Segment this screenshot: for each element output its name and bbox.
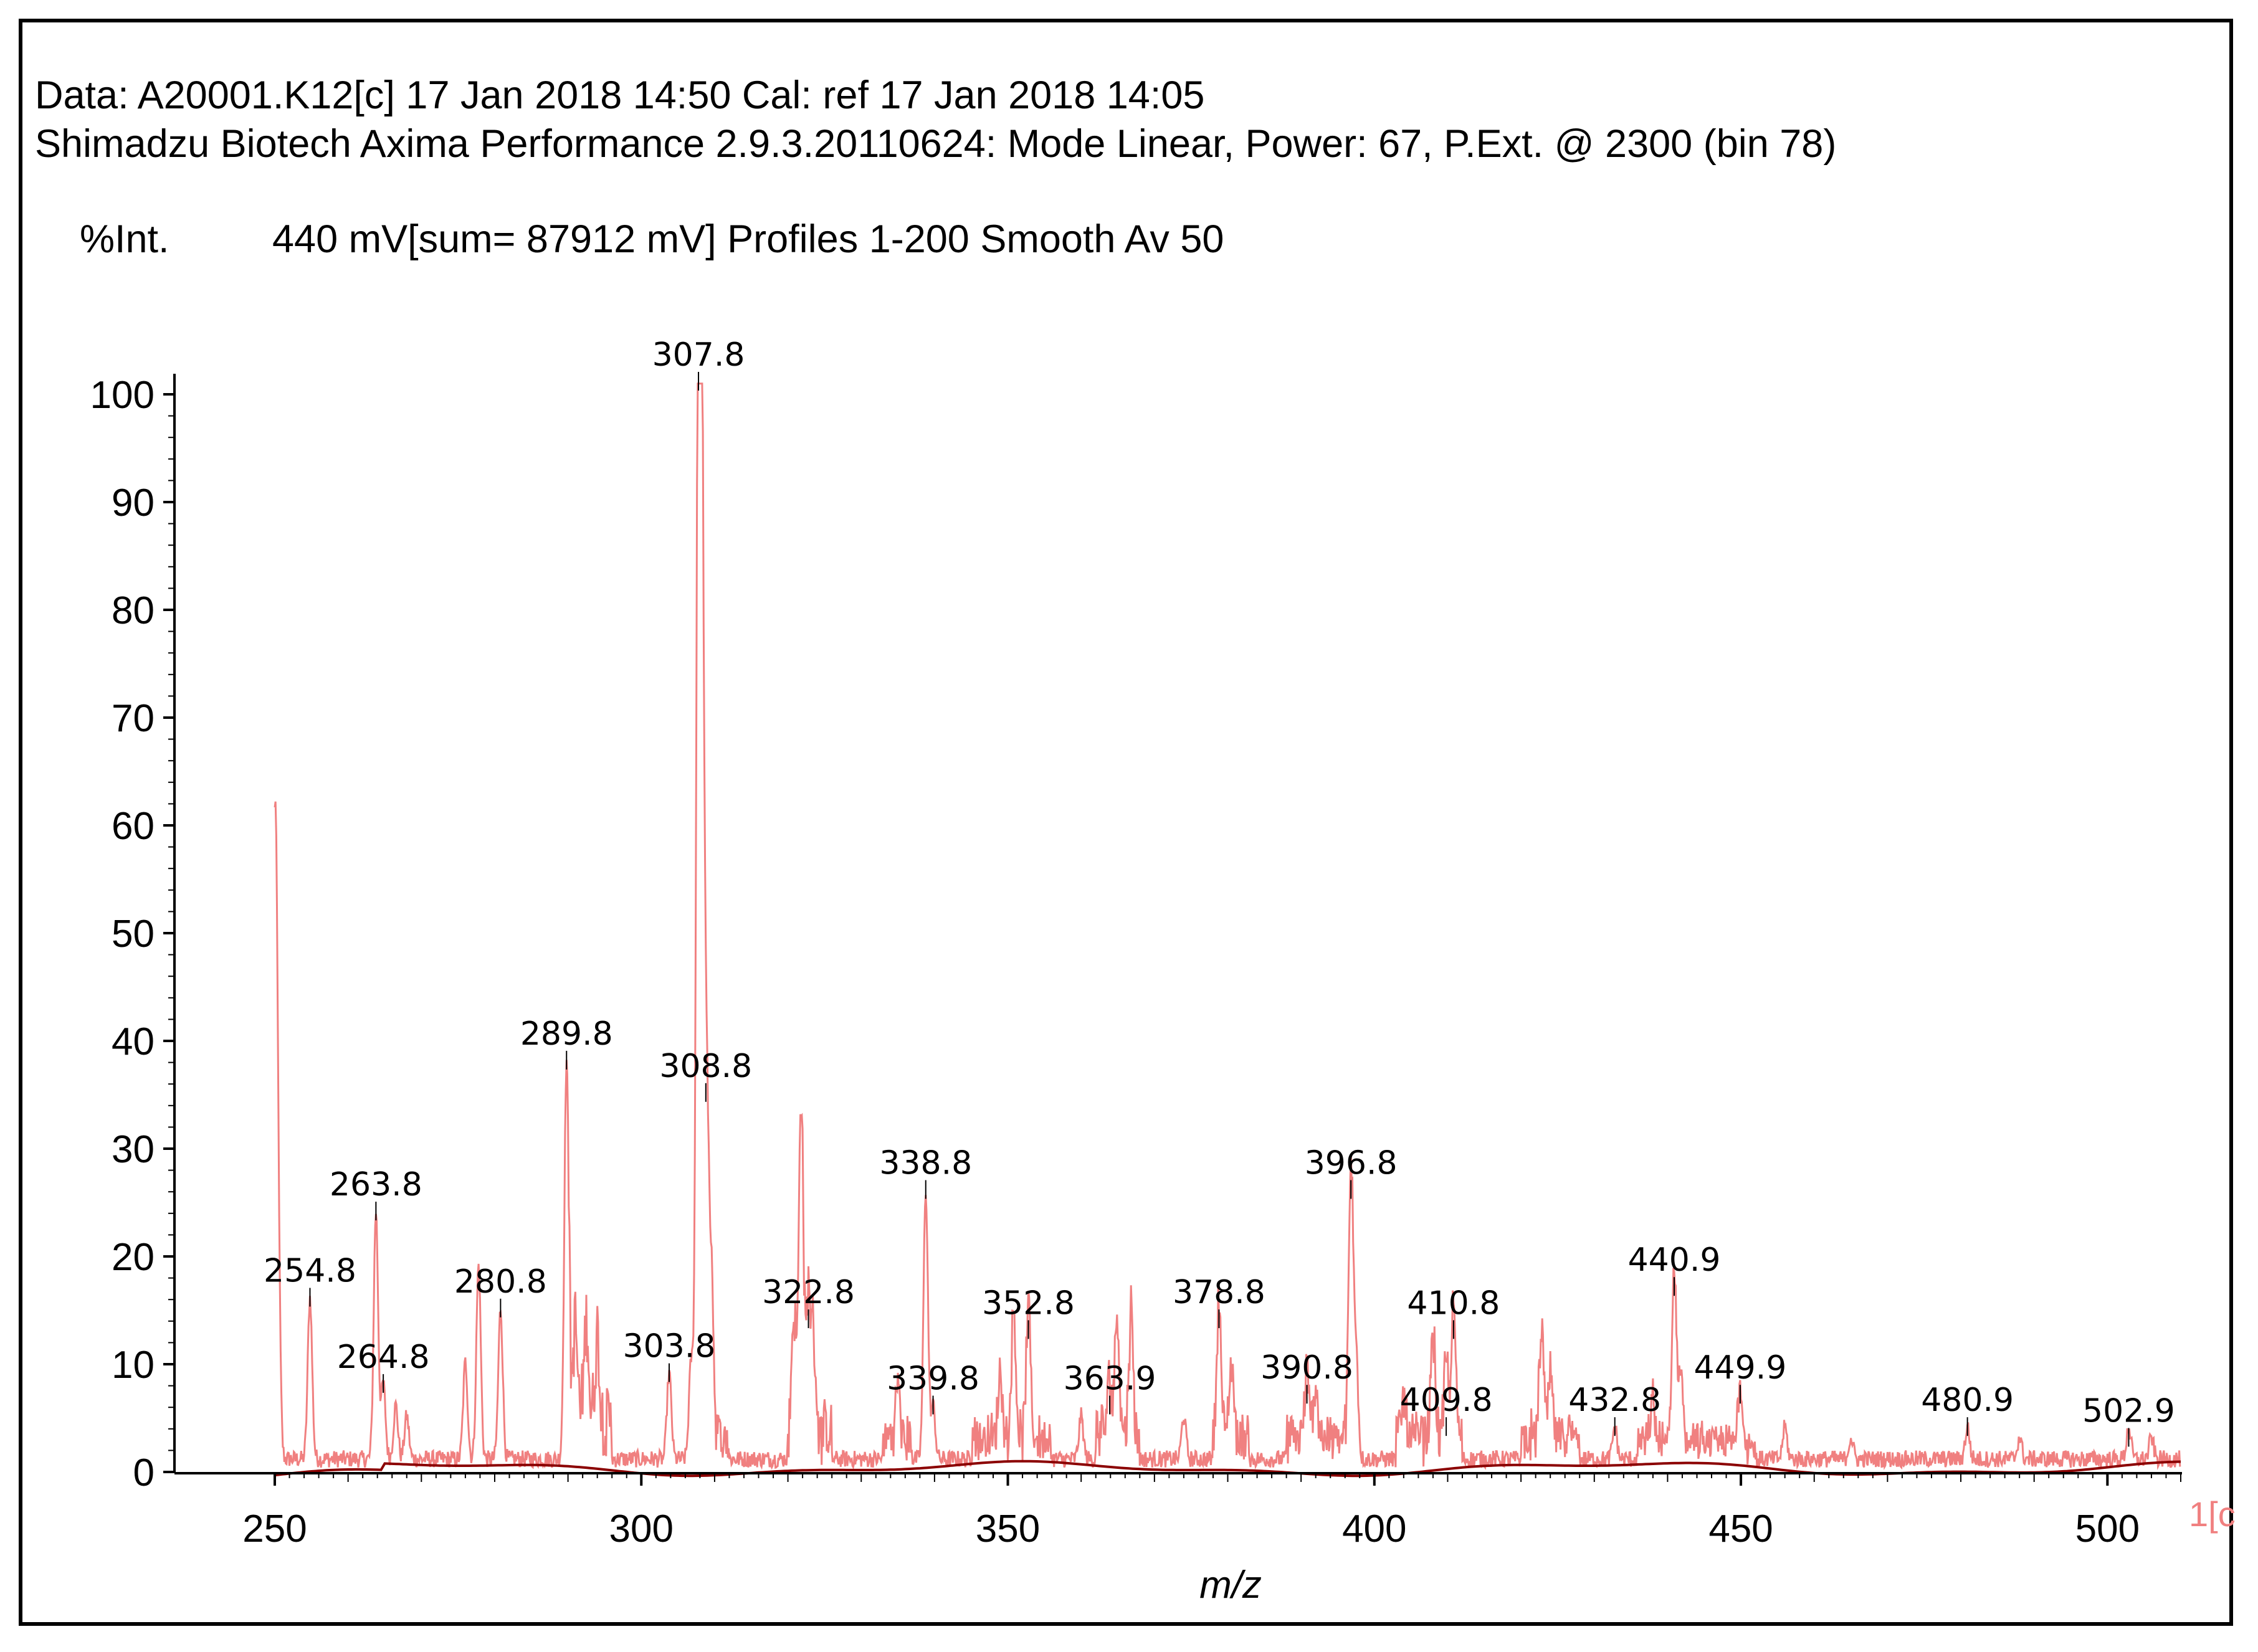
peak-label: 254.8 <box>264 1253 356 1290</box>
peak-label: 432.8 <box>1568 1382 1661 1419</box>
y-axis-label: %Int. <box>80 217 169 261</box>
trace-tag: 1[c <box>2189 1494 2236 1534</box>
acquisition-info: 440 mV[sum= 87912 mV] Profiles 1-200 Smo… <box>272 217 1224 261</box>
peak-label: 480.9 <box>1921 1382 2014 1419</box>
peak-label: 390.8 <box>1260 1349 1353 1387</box>
spectrum-trace <box>274 382 2181 1471</box>
x-tick-label: 300 <box>609 1507 674 1550</box>
peak-label: 378.8 <box>1173 1274 1265 1311</box>
peak-label: 307.8 <box>652 336 745 374</box>
y-tick-label: 10 <box>112 1344 155 1387</box>
peak-label: 363.9 <box>1064 1360 1156 1398</box>
peak-label: 409.8 <box>1400 1382 1493 1419</box>
x-axis-label: m/z <box>1199 1564 1262 1607</box>
peak-label: 339.8 <box>887 1360 979 1398</box>
peak-label: 322.8 <box>762 1274 855 1311</box>
y-tick-label: 90 <box>112 482 155 525</box>
data-file-header: Data: A20001.K12[c] 17 Jan 2018 14:50 Ca… <box>35 74 1205 117</box>
y-tick-label: 20 <box>112 1236 155 1279</box>
figure-frame <box>19 19 2233 1626</box>
y-tick-label: 0 <box>133 1451 155 1494</box>
x-tick-label: 350 <box>976 1507 1040 1550</box>
peak-label: 303.8 <box>623 1328 716 1365</box>
peak-label: 280.8 <box>454 1263 547 1301</box>
y-tick-label: 80 <box>112 589 155 632</box>
y-tick-label: 40 <box>112 1020 155 1063</box>
peak-label: 308.8 <box>659 1048 752 1085</box>
y-tick-label: 100 <box>90 374 155 417</box>
x-tick-label: 450 <box>1708 1507 1773 1550</box>
peak-label: 449.9 <box>1694 1349 1786 1387</box>
peak-label: 410.8 <box>1407 1284 1500 1322</box>
peak-label: 502.9 <box>2082 1392 2175 1430</box>
y-tick-label: 60 <box>112 805 155 848</box>
y-tick-label: 50 <box>112 913 155 956</box>
peak-label: 352.8 <box>982 1284 1075 1322</box>
peak-label: 289.8 <box>520 1015 613 1053</box>
x-tick-label: 400 <box>1342 1507 1406 1550</box>
peak-label: 263.8 <box>330 1166 422 1203</box>
y-tick-label: 70 <box>112 697 155 740</box>
peak-label: 338.8 <box>879 1145 972 1182</box>
peak-label: 440.9 <box>1628 1241 1721 1279</box>
y-tick-label: 30 <box>112 1128 155 1171</box>
instrument-header: Shimadzu Biotech Axima Performance 2.9.3… <box>35 122 1837 166</box>
x-tick-label: 500 <box>2075 1507 2140 1550</box>
peak-label: 264.8 <box>337 1339 430 1376</box>
x-tick-label: 250 <box>242 1507 307 1550</box>
peak-label: 396.8 <box>1305 1145 1398 1182</box>
